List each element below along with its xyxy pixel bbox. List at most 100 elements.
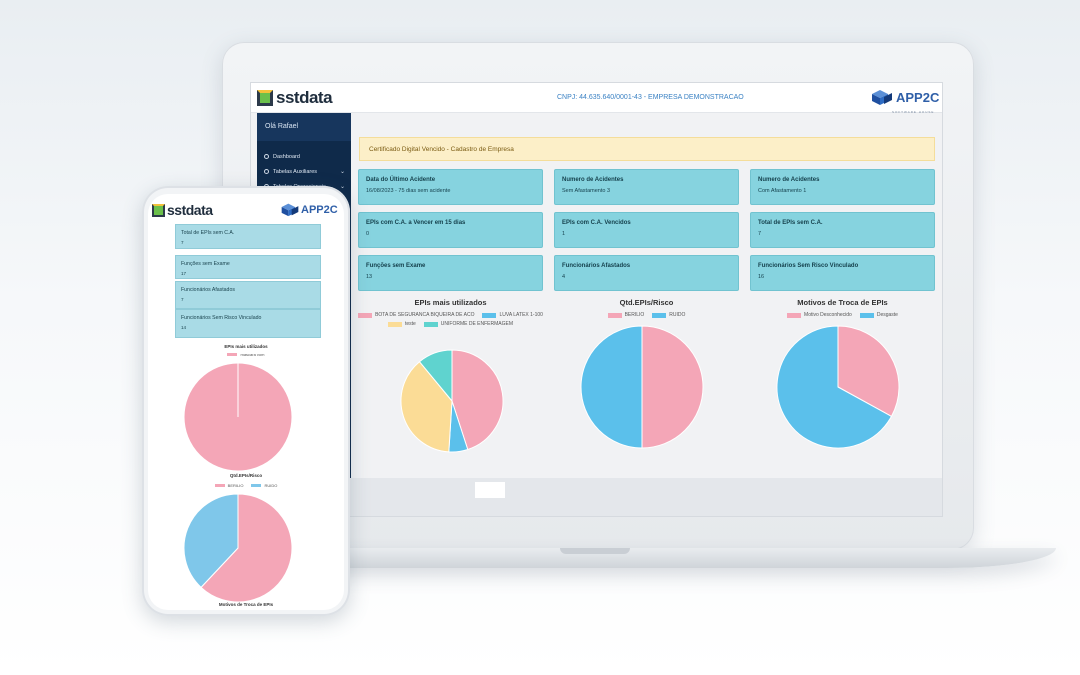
footer-button[interactable] <box>475 482 505 498</box>
sidebar-item-tabelas-auxiliares[interactable]: Tabelas Auxiliares ⌄ <box>257 164 351 179</box>
card-value: Com Afastamento 1 <box>758 188 807 194</box>
card-title: EPIs com C.A. a Vencer em 15 dias <box>366 220 466 226</box>
pie-slice-motivo-desconhecido[interactable] <box>837 325 900 418</box>
card-funcoes-sem-exame[interactable]: Funções sem Exame 17 <box>175 255 321 279</box>
chevron-down-icon: ⌄ <box>339 169 345 175</box>
card-title: Data do Último Acidente <box>366 177 436 183</box>
legend-label: teste <box>404 321 416 327</box>
card-acidentes-com-afastamento[interactable]: Numero de Acidentes Com Afastamento 1 <box>750 169 935 205</box>
sstdata-logo[interactable]: sstdata <box>152 202 213 218</box>
legend-label: mascara vom <box>240 352 265 357</box>
company-cnpj: CNPJ: 44.635.640/0001-43 - EMPRESA DEMON… <box>557 94 744 101</box>
app2c-logo: APP2C SOFTWARE HOUSE <box>870 88 939 114</box>
chart-legend: BOTA DE SEGURANCA BIQUEIRA DE ACO LUVA L… <box>358 312 543 327</box>
legend-label: BOTA DE SEGURANCA BIQUEIRA DE ACO <box>375 312 475 318</box>
brand-subtext: SOFTWARE HOUSE <box>892 110 935 114</box>
legend-item[interactable]: mascara vom <box>227 352 265 357</box>
card-epis-a-vencer[interactable]: EPIs com C.A. a Vencer em 15 dias 0 <box>358 212 543 248</box>
chart-legend: Motivo Desconhecido Desgaste <box>750 312 935 318</box>
legend-swatch <box>859 312 874 318</box>
pie-slice-ruido[interactable] <box>183 493 239 589</box>
laptop-base <box>150 548 1056 568</box>
legend-swatch <box>358 312 373 318</box>
greeting: Olá Rafael <box>257 113 351 141</box>
pie-chart-epis-mais-utilizados[interactable] <box>400 349 504 453</box>
legend-swatch <box>227 352 238 357</box>
card-funcionarios-afastados[interactable]: Funcionários Afastados 7 <box>175 281 321 309</box>
cube-icon <box>872 90 892 105</box>
card-funcionarios-sem-risco[interactable]: Funcionários Sem Risco Vinculado 16 <box>750 255 935 291</box>
card-title: Total de EPIs sem C.A. <box>758 220 823 226</box>
card-epis-sem-ca[interactable]: Total de EPIs sem C.A. 7 <box>750 212 935 248</box>
card-title: Numero de Acidentes <box>758 177 820 183</box>
pie-slice-uniforme-de-enfermagem[interactable] <box>418 349 453 403</box>
card-value: 4 <box>562 274 566 280</box>
legend-label: RUIDO <box>669 312 686 318</box>
legend-item[interactable]: RUIDO <box>251 483 277 488</box>
top-bar: sstdata CNPJ: 44.635.640/0001-43 - EMPRE… <box>251 83 942 114</box>
card-title: Funções sem Exame <box>366 263 426 269</box>
app2c-logo: APP2C <box>280 202 338 217</box>
legend-swatch <box>482 312 497 318</box>
legend-swatch <box>387 321 402 327</box>
card-value: Sem Afastamento 3 <box>562 188 610 194</box>
logo-text: sstdata <box>276 88 333 107</box>
card-value: 1 <box>562 231 566 237</box>
sidebar-item-dashboard[interactable]: Dashboard <box>257 149 351 164</box>
alert-text: Certificado Digital Vencido - Cadastro d… <box>369 146 514 153</box>
legend-item[interactable]: BERILIO <box>214 483 244 488</box>
legend-label: RUIDO <box>264 483 278 488</box>
card-epis-sem-ca[interactable]: Total de EPIs sem C.A. 7 <box>175 224 321 249</box>
legend-swatch <box>787 312 802 318</box>
pie-chart-phone-epis[interactable] <box>183 362 293 472</box>
chevron-down-icon: ⌄ <box>339 184 345 190</box>
chart-legend: BERILIO RUIDO <box>554 312 739 318</box>
card-value: 13 <box>366 274 373 280</box>
cube-icon <box>281 203 299 217</box>
pie-slice-bota-de-seguranca-biqueira-de-aco[interactable] <box>451 349 504 451</box>
certificate-alert[interactable]: Certificado Digital Vencido - Cadastro d… <box>359 137 935 161</box>
card-title: Funcionários Afastados <box>181 287 235 293</box>
pie-chart-motivos-troca[interactable] <box>776 325 900 449</box>
legend-label: Motivo Desconhecido <box>804 312 852 318</box>
legend-label: BERILIO <box>227 483 244 488</box>
legend-item[interactable]: BERILIO <box>607 312 644 318</box>
card-funcoes-sem-exame[interactable]: Funções sem Exame 13 <box>358 255 543 291</box>
card-value: 16 <box>758 274 765 280</box>
legend-item[interactable]: Desgaste <box>859 312 898 318</box>
legend-item[interactable]: Motivo Desconhecido <box>787 312 852 318</box>
pie-slice-desgaste[interactable] <box>776 325 893 449</box>
logo-icon <box>152 203 165 217</box>
legend-swatch <box>251 483 262 488</box>
legend-item[interactable]: BOTA DE SEGURANCA BIQUEIRA DE ACO <box>358 312 474 318</box>
card-title: Funções sem Exame <box>181 261 230 267</box>
card-funcionarios-sem-risco[interactable]: Funcionários Sem Risco Vinculado 14 <box>175 309 321 338</box>
chart-title: EPIs mais utilizados <box>414 298 487 307</box>
legend-item[interactable]: UNIFORME DE ENFERMAGEM <box>423 321 513 327</box>
card-epis-vencidos[interactable]: EPIs com C.A. Vencidos 1 <box>554 212 739 248</box>
legend-swatch <box>423 321 438 327</box>
card-funcionarios-afastados[interactable]: Funcionários Afastados 4 <box>554 255 739 291</box>
card-value: 0 <box>366 231 370 237</box>
sstdata-logo[interactable]: sstdata <box>257 88 333 108</box>
pie-slice-teste[interactable] <box>400 360 453 453</box>
legend-label: Desgaste <box>876 312 898 318</box>
card-ultimo-acidente[interactable]: Data do Último Acidente 16/08/2023 - 75 … <box>358 169 543 205</box>
legend-item[interactable]: teste <box>387 321 416 327</box>
pie-slice-berilio[interactable] <box>641 325 704 449</box>
card-value: 17 <box>181 271 187 276</box>
brand-text: APP2C <box>301 203 338 216</box>
legend-swatch <box>652 312 667 318</box>
pie-slice-ruido[interactable] <box>580 325 643 449</box>
legend-item[interactable]: RUIDO <box>652 312 685 318</box>
legend-item[interactable]: LUVA LATEX 1-100 <box>482 312 543 318</box>
screen-footer <box>251 478 942 516</box>
logo-text: sstdata <box>167 202 213 218</box>
pie-chart-qtd-epis-risco[interactable] <box>580 325 704 449</box>
card-title: Funcionários Sem Risco Vinculado <box>181 315 262 321</box>
chart-title: EPIs mais utilizados <box>224 344 268 349</box>
pie-chart-phone-risco[interactable] <box>183 493 293 603</box>
legend-swatch <box>214 483 225 488</box>
pie-slice-berilio[interactable] <box>200 493 293 603</box>
card-acidentes-sem-afastamento[interactable]: Numero de Acidentes Sem Afastamento 3 <box>554 169 739 205</box>
